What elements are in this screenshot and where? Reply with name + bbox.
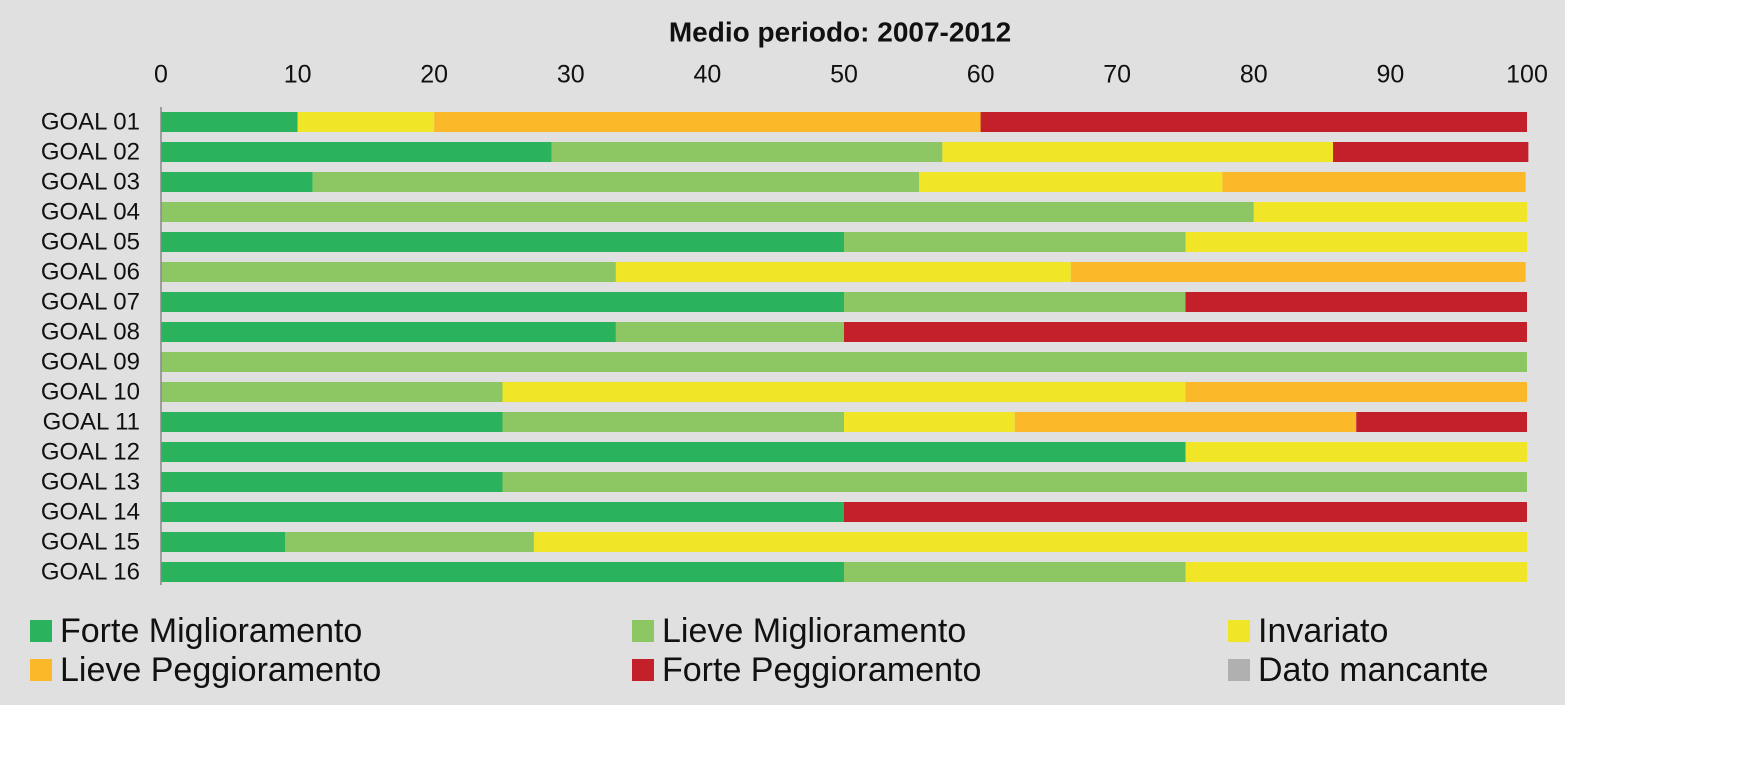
x-tick-label: 70 [1103,61,1131,89]
legend-label: Forte Miglioramento [60,612,362,650]
bar-segment [161,292,844,312]
y-tick-label: GOAL 09 [41,348,140,375]
x-tick-label: 20 [420,61,448,89]
bar-segment [1070,262,1526,282]
bar-segment [161,412,503,432]
bar-segment [161,232,844,252]
bar-segment [312,172,920,192]
bar-segment [919,172,1223,192]
bar-segment [161,322,616,342]
bar-segment [1185,292,1527,312]
y-tick-label: GOAL 01 [41,108,140,135]
y-tick-label: GOAL 03 [41,168,140,195]
legend-swatch [632,620,654,642]
bar-segment [1185,232,1527,252]
bar-segment [285,532,534,552]
legend-label: Forte Peggioramento [662,651,981,689]
y-tick-label: GOAL 15 [41,528,140,555]
bar-segment [1014,412,1357,432]
bar-segment [161,562,844,582]
y-tick-label: GOAL 12 [41,438,140,465]
y-tick-label: GOAL 10 [41,378,140,405]
x-tick-label: 40 [693,61,721,89]
legend-label: Lieve Peggioramento [60,651,381,689]
bar-segment [1222,172,1526,192]
y-tick-label: GOAL 05 [41,228,140,255]
bar-segment [844,322,1527,342]
x-tick-label: 0 [154,61,168,89]
bar-segment [434,112,981,132]
x-tick-label: 30 [557,61,585,89]
bar-segment [161,502,844,522]
y-tick-label: GOAL 14 [41,498,140,525]
bar-segment [844,292,1186,312]
bar-segment [533,532,1527,552]
bar-segment [161,112,298,132]
bar-segment [1185,442,1527,462]
bar-segment [942,142,1334,162]
bar-segment [161,142,552,162]
legend-label: Lieve Miglioramento [662,612,966,650]
bar-segment [502,412,844,432]
bar-segment [844,412,1015,432]
bar-segment [161,472,503,492]
bar-segment [502,382,1186,402]
bar-segment [980,112,1527,132]
bar-segment [615,262,1071,282]
bar-segment [1356,412,1527,432]
y-tick-label: GOAL 04 [41,198,140,225]
bar-segment [1185,562,1527,582]
x-tick-label: 50 [830,61,858,89]
bar-segment [161,202,1254,222]
y-tick-label: GOAL 08 [41,318,140,345]
y-tick-label: GOAL 02 [41,138,140,165]
bar-segment [844,562,1186,582]
legend-swatch [30,620,52,642]
bar-segment [297,112,435,132]
bar-segment [161,172,313,192]
x-tick-label: 90 [1376,61,1404,89]
bar-segment [551,142,943,162]
chart-title: Medio periodo: 2007-2012 [669,16,1011,47]
bar-segment [502,472,1527,492]
x-tick-label: 60 [967,61,995,89]
y-tick-label: GOAL 07 [41,288,140,315]
y-tick-label: GOAL 16 [41,558,140,585]
legend-swatch [1228,659,1250,681]
bar-segment [615,322,844,342]
legend-label: Invariato [1258,612,1388,650]
x-tick-label: 10 [284,61,312,89]
legend-swatch [632,659,654,681]
bar-segment [161,382,503,402]
y-tick-label: GOAL 11 [43,408,140,435]
legend-label: Dato mancante [1258,651,1489,689]
y-tick-label: GOAL 13 [41,468,140,495]
x-tick-label: 80 [1240,61,1268,89]
y-tick-label: GOAL 06 [41,258,140,285]
bar-segment [161,532,286,552]
bar-segment [161,352,1527,372]
bar-segment [1253,202,1527,222]
x-tick-label: 100 [1506,61,1548,89]
legend-swatch [1228,620,1250,642]
bar-segment [844,232,1186,252]
bar-segment [1333,142,1529,162]
bar-segment [1185,382,1527,402]
bar-segment [161,262,616,282]
bar-segment [844,502,1527,522]
legend-swatch [30,659,52,681]
bar-segment [161,442,1186,462]
